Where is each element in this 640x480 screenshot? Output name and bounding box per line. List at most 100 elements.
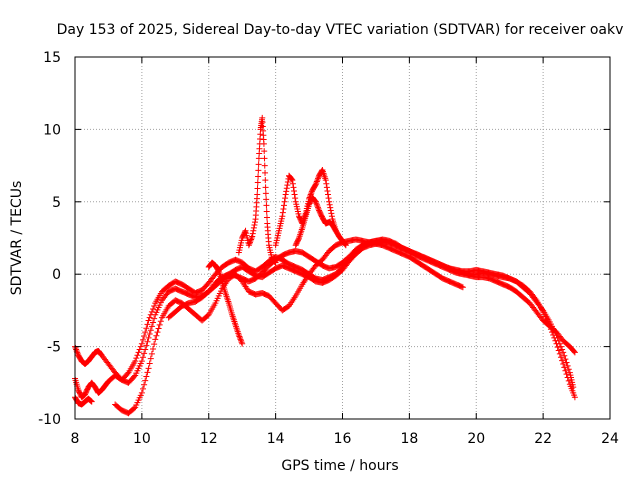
data-point-marker [142, 329, 149, 336]
data-point-marker [131, 405, 138, 412]
data-point-marker [143, 373, 150, 380]
data-point-marker [248, 235, 255, 241]
y-tick-label: 10 [43, 122, 61, 138]
data-point-marker [312, 181, 319, 188]
series-track-e [205, 259, 246, 347]
x-axis-label: GPS time / hours [281, 458, 398, 474]
data-point-marker [157, 318, 164, 325]
data-point-marker [237, 336, 244, 343]
data-point-marker [262, 177, 269, 184]
data-point-marker [571, 349, 578, 356]
data-point-marker [144, 369, 151, 376]
data-point-marker [154, 329, 161, 336]
data-point-marker [235, 332, 242, 339]
data-point-marker [295, 236, 302, 243]
data-point-marker [279, 213, 286, 220]
data-point-marker [263, 208, 270, 215]
data-point-marker [255, 167, 262, 174]
data-point-marker [260, 140, 267, 147]
data-point-marker [560, 349, 567, 356]
data-point-marker [561, 352, 568, 359]
data-point-marker [322, 177, 329, 184]
data-point-marker [249, 233, 256, 240]
data-point-marker [139, 354, 146, 361]
data-point-marker [251, 221, 258, 228]
data-point-marker [246, 239, 253, 246]
data-point-marker [254, 191, 261, 198]
data-point-marker [327, 204, 334, 211]
data-point-marker [153, 332, 160, 339]
data-point-marker [254, 179, 261, 186]
data-point-marker [314, 203, 321, 210]
data-point-marker [289, 180, 296, 187]
data-point-marker [342, 242, 349, 249]
data-point-marker [142, 346, 149, 353]
data-point-marker [313, 178, 320, 185]
data-point-marker [327, 207, 334, 214]
x-axis-tick-labels: 8 10 12 14 16 18 20 22 24 [71, 431, 619, 447]
data-point-marker [136, 346, 143, 353]
data-point-marker [555, 337, 562, 344]
data-point-marker [236, 333, 243, 340]
data-point-marker [326, 198, 333, 205]
data-point-marker [137, 343, 144, 350]
data-point-marker [150, 305, 157, 312]
data-point-marker [559, 357, 566, 364]
data-point-marker [261, 155, 268, 162]
data-point-marker [261, 148, 268, 155]
data-point-marker [145, 334, 152, 341]
data-point-marker [135, 349, 142, 356]
data-point-marker [280, 202, 287, 209]
data-point-marker [146, 331, 153, 338]
data-point-marker [152, 336, 159, 343]
data-point-marker [156, 321, 163, 328]
x-tick-label: 14 [267, 431, 285, 447]
data-point-marker [146, 360, 153, 367]
data-point-marker [155, 325, 162, 332]
data-point-marker [145, 317, 152, 324]
data-point-marker [314, 177, 321, 184]
data-point-marker [151, 315, 158, 322]
data-point-marker [238, 337, 245, 344]
data-point-marker [132, 358, 139, 365]
data-point-marker [249, 230, 256, 237]
grid-lines [75, 57, 610, 419]
data-point-marker [557, 343, 564, 350]
data-point-marker [261, 162, 268, 169]
data-point-marker [341, 240, 348, 247]
data-point-marker [283, 188, 290, 195]
data-point-marker [312, 198, 319, 205]
data-point-marker [147, 327, 154, 334]
data-point-marker [556, 350, 563, 357]
data-point-marker [263, 196, 270, 203]
y-tick-label: 0 [52, 267, 61, 283]
data-point-marker [288, 176, 295, 183]
data-point-marker [250, 224, 257, 231]
y-tick-label: -5 [47, 340, 61, 356]
data-point-marker [290, 184, 297, 191]
data-point-marker [557, 354, 564, 361]
data-point-marker [272, 259, 279, 266]
data-point-marker [292, 195, 299, 202]
data-point-marker [325, 195, 332, 202]
data-point-marker [73, 346, 80, 353]
data-point-marker [313, 200, 320, 207]
data-point-marker [88, 398, 95, 405]
y-tick-label: 15 [43, 50, 61, 66]
data-point-marker [554, 334, 561, 341]
y-axis-label: SDTVAR / TECUs [9, 181, 25, 296]
chart-title: Day 153 of 2025, Sidereal Day-to-day VTE… [57, 22, 624, 38]
data-point-marker [143, 325, 150, 332]
data-point-marker [314, 204, 321, 211]
x-tick-label: 18 [400, 431, 418, 447]
y-axis-tick-labels: 15 10 5 0 -5 -10 [38, 50, 61, 428]
data-point-marker [556, 340, 563, 347]
data-point-marker [284, 179, 291, 186]
data-point-marker [138, 358, 145, 365]
data-point-marker [565, 377, 572, 384]
x-tick-label: 16 [334, 431, 352, 447]
series-spike [235, 114, 279, 266]
data-point-marker [262, 190, 269, 197]
